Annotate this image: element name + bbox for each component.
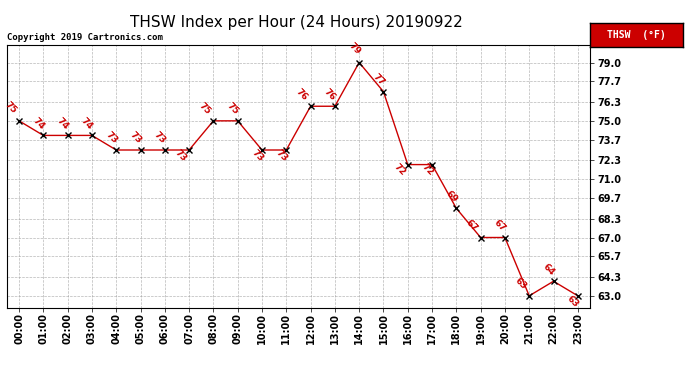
Text: 73: 73 <box>152 130 168 146</box>
Text: 67: 67 <box>464 218 480 233</box>
Text: 75: 75 <box>225 101 241 117</box>
Text: 76: 76 <box>295 87 310 102</box>
Text: 73: 73 <box>250 148 265 163</box>
Text: 69: 69 <box>444 189 459 204</box>
Text: 75: 75 <box>3 100 18 116</box>
Text: 74: 74 <box>55 116 70 131</box>
Text: 72: 72 <box>392 162 407 178</box>
Text: 73: 73 <box>104 130 119 146</box>
Text: THSW Index per Hour (24 Hours) 20190922: THSW Index per Hour (24 Hours) 20190922 <box>130 15 463 30</box>
Text: 74: 74 <box>79 116 95 131</box>
Text: 63: 63 <box>565 294 580 309</box>
Text: 74: 74 <box>31 116 46 131</box>
Text: 75: 75 <box>197 101 213 117</box>
Text: 77: 77 <box>371 72 386 87</box>
Text: 73: 73 <box>128 130 144 146</box>
Text: 79: 79 <box>346 41 362 57</box>
Text: 72: 72 <box>420 162 435 178</box>
Text: 73: 73 <box>274 148 289 163</box>
Text: 73: 73 <box>173 148 188 163</box>
Text: 67: 67 <box>493 218 508 233</box>
Text: Copyright 2019 Cartronics.com: Copyright 2019 Cartronics.com <box>7 33 163 42</box>
Text: 63: 63 <box>513 276 529 291</box>
Text: THSW  (°F): THSW (°F) <box>607 30 666 40</box>
Text: 76: 76 <box>322 87 337 102</box>
Text: 64: 64 <box>541 262 556 277</box>
